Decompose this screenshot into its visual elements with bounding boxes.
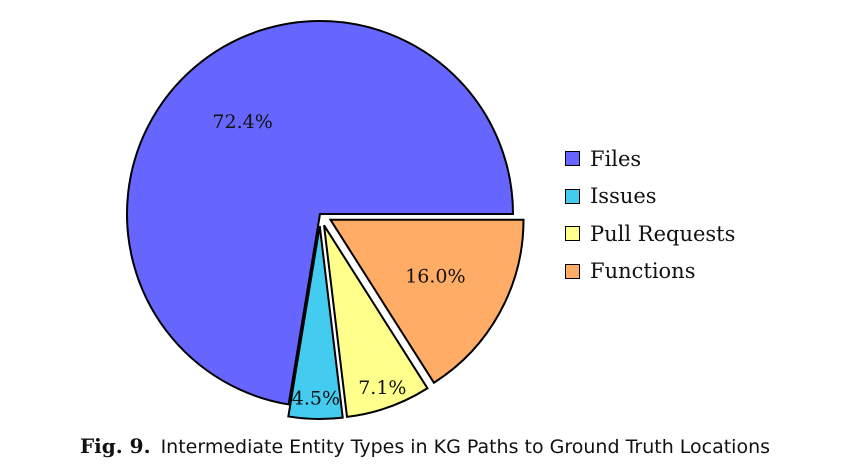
figure-number: Fig. 9. (79, 434, 151, 458)
slice-label-functions: 16.0% (405, 265, 465, 287)
slice-label-files: 72.4% (212, 111, 272, 133)
pie-slice-pull-requests (323, 224, 429, 419)
legend-item-functions: Functions (565, 253, 735, 291)
pie-slice-issues (287, 225, 344, 420)
figure-caption-text: Intermediate Entity Types in KG Paths to… (160, 436, 771, 458)
legend-swatch-functions (565, 263, 580, 279)
legend-swatch-files (565, 151, 580, 167)
slice-label-issues: 4.5% (292, 388, 340, 410)
legend-item-files: Files (565, 140, 735, 178)
pie-slice-files (126, 20, 515, 406)
slice-label-pull-requests: 7.1% (358, 377, 406, 399)
legend-item-pull-requests: Pull Requests (565, 215, 735, 253)
legend-label-pull-requests: Pull Requests (590, 221, 736, 246)
legend-swatch-issues (565, 188, 580, 204)
chart-legend: Files Issues Pull Requests Functions (565, 140, 735, 290)
figure-caption: Fig. 9. Intermediate Entity Types in KG P… (0, 434, 850, 458)
legend-item-issues: Issues (565, 178, 735, 216)
legend-label-files: Files (590, 146, 642, 171)
pie-slice-functions (328, 218, 525, 385)
legend-label-functions: Functions (590, 259, 696, 284)
legend-label-issues: Issues (590, 184, 657, 209)
legend-swatch-pull-requests (565, 226, 580, 242)
